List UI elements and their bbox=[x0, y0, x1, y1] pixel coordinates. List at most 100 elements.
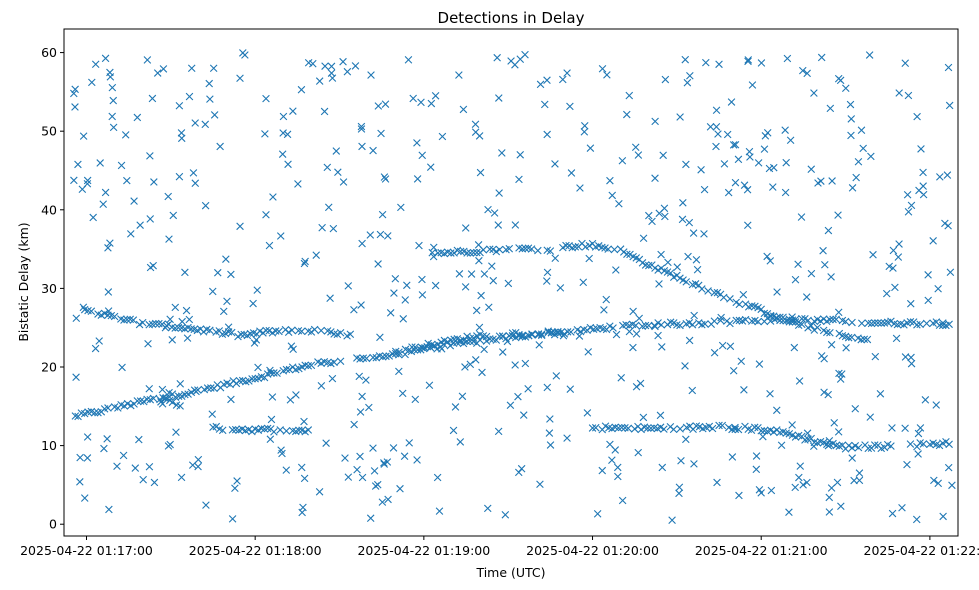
detection-marker bbox=[178, 317, 186, 326]
detection-marker bbox=[70, 176, 78, 185]
detection-marker bbox=[619, 248, 628, 256]
detection-marker bbox=[934, 479, 943, 488]
detection-marker bbox=[556, 284, 565, 292]
detection-marker bbox=[276, 426, 284, 434]
detection-marker bbox=[727, 98, 736, 106]
detection-marker bbox=[820, 354, 828, 363]
detection-marker bbox=[148, 94, 157, 103]
detection-marker bbox=[358, 392, 366, 401]
detection-marker bbox=[676, 321, 684, 330]
detection-marker bbox=[824, 441, 833, 450]
detection-marker bbox=[870, 319, 879, 327]
detection-marker bbox=[109, 123, 118, 132]
detection-marker bbox=[194, 462, 202, 471]
detection-marker bbox=[254, 363, 262, 372]
detection-marker bbox=[409, 94, 417, 103]
detection-marker bbox=[477, 291, 485, 300]
detection-marker bbox=[845, 441, 853, 450]
detection-marker bbox=[504, 279, 513, 288]
detection-marker bbox=[521, 359, 530, 368]
detection-marker bbox=[145, 384, 154, 393]
detection-marker bbox=[223, 297, 231, 306]
detection-marker bbox=[330, 330, 338, 338]
detection-marker bbox=[904, 208, 913, 216]
detection-marker bbox=[129, 316, 138, 324]
detection-marker bbox=[847, 131, 855, 140]
detection-marker bbox=[397, 203, 405, 212]
detection-marker bbox=[639, 413, 648, 422]
detection-marker bbox=[563, 69, 571, 77]
detection-marker bbox=[463, 249, 471, 257]
detection-marker bbox=[475, 256, 483, 265]
detection-marker bbox=[809, 442, 818, 451]
detection-marker bbox=[456, 247, 465, 256]
detection-marker bbox=[915, 186, 923, 195]
detection-marker bbox=[543, 130, 551, 139]
detection-marker bbox=[71, 103, 79, 111]
detection-marker bbox=[750, 423, 759, 432]
detection-marker bbox=[659, 151, 667, 160]
detection-marker bbox=[458, 392, 467, 401]
detection-marker bbox=[172, 428, 180, 436]
detection-marker bbox=[192, 387, 200, 396]
detection-marker bbox=[295, 426, 303, 435]
detection-marker bbox=[772, 406, 781, 415]
detection-marker bbox=[83, 176, 92, 185]
detection-marker bbox=[726, 295, 734, 303]
detection-marker bbox=[175, 101, 184, 110]
detection-marker bbox=[650, 321, 659, 330]
detection-marker bbox=[824, 226, 833, 235]
detection-marker bbox=[339, 178, 348, 186]
detection-marker bbox=[191, 119, 199, 127]
detection-marker bbox=[145, 462, 154, 471]
detection-marker bbox=[754, 317, 762, 326]
detection-marker bbox=[795, 473, 803, 482]
detection-marker bbox=[676, 425, 684, 433]
detection-marker bbox=[919, 168, 927, 177]
detection-marker bbox=[552, 372, 561, 380]
detection-marker bbox=[166, 315, 174, 324]
detection-marker bbox=[326, 294, 334, 303]
detection-marker bbox=[706, 123, 715, 131]
detection-marker bbox=[655, 209, 664, 218]
detection-marker bbox=[493, 53, 501, 62]
detection-marker bbox=[614, 472, 622, 481]
detection-marker bbox=[734, 425, 743, 434]
detection-marker bbox=[413, 175, 422, 183]
detection-marker bbox=[518, 245, 527, 253]
detection-marker bbox=[551, 160, 559, 168]
detection-marker bbox=[187, 64, 196, 73]
detection-marker bbox=[932, 401, 941, 409]
detection-marker bbox=[777, 441, 786, 450]
detection-marker bbox=[618, 156, 627, 165]
detection-marker bbox=[369, 444, 377, 452]
detection-marker bbox=[356, 452, 364, 461]
detection-marker bbox=[821, 260, 829, 269]
detection-marker bbox=[643, 424, 652, 432]
detection-marker bbox=[584, 348, 593, 356]
detection-marker bbox=[138, 318, 147, 327]
detection-marker bbox=[786, 136, 795, 145]
detection-marker bbox=[427, 99, 436, 108]
detection-marker bbox=[716, 316, 725, 325]
detection-marker bbox=[651, 174, 659, 183]
detection-marker bbox=[860, 335, 869, 344]
detection-marker bbox=[236, 74, 244, 83]
detection-marker bbox=[210, 111, 219, 119]
detection-marker bbox=[613, 463, 622, 472]
detection-marker bbox=[874, 319, 882, 327]
detection-marker bbox=[262, 210, 270, 219]
detection-marker bbox=[719, 293, 728, 302]
detection-marker bbox=[426, 163, 435, 171]
detection-marker bbox=[405, 439, 414, 447]
detection-marker bbox=[788, 313, 796, 321]
detection-marker bbox=[297, 327, 306, 336]
detection-marker bbox=[120, 402, 129, 410]
detection-marker bbox=[521, 244, 530, 253]
detection-marker bbox=[396, 484, 404, 493]
detection-marker bbox=[390, 289, 398, 297]
detection-marker bbox=[907, 359, 916, 368]
detection-marker bbox=[185, 92, 194, 101]
detection-marker bbox=[174, 323, 183, 332]
detection-marker bbox=[617, 423, 626, 432]
